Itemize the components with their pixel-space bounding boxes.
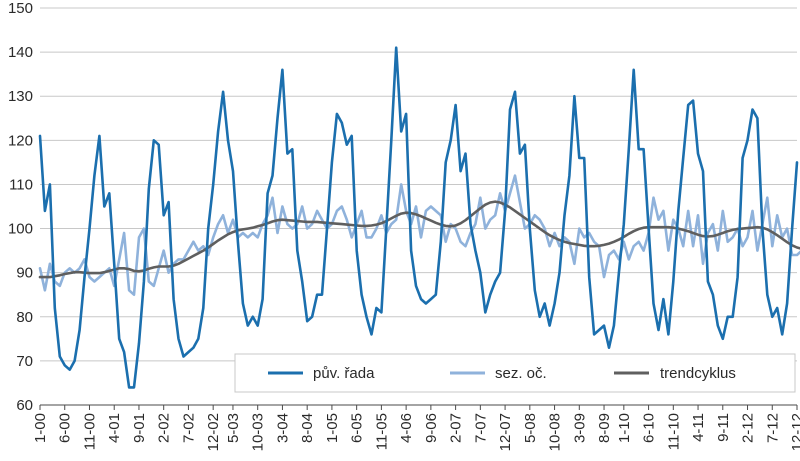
series-line-0 <box>38 46 799 389</box>
legend-box <box>234 353 796 393</box>
x-tick-label: 10-03 <box>250 413 267 451</box>
legend-label-puv-rada: pův. řada <box>313 365 375 382</box>
y-tick-label: 90 <box>16 265 33 282</box>
y-tick-label: 80 <box>16 309 33 326</box>
x-tick-label: 12-07 <box>497 413 514 451</box>
x-tick-label: 10-08 <box>547 413 564 451</box>
x-tick-label: 9-06 <box>423 413 440 443</box>
y-tick-label: 120 <box>8 132 33 149</box>
x-tick-label: 1-00 <box>32 413 49 443</box>
x-tick-label: 11-10 <box>665 413 682 450</box>
y-tick-label: 70 <box>16 353 33 370</box>
x-tick-label: 7-07 <box>472 413 489 443</box>
x-tick-label: 6-05 <box>349 413 366 443</box>
x-tick-label: 4-06 <box>398 413 415 443</box>
x-tick-label: 6-00 <box>57 413 74 443</box>
y-axis: 60 70 80 90 100 110 120 130 140 150 <box>8 0 33 414</box>
y-tick-label: 60 <box>16 397 33 414</box>
legend-label-sez-oc: sez. oč. <box>495 365 547 382</box>
y-tick-label: 100 <box>8 221 33 238</box>
x-tick-label: 1-05 <box>324 413 341 443</box>
legend: pův. řada sez. oč. trendcyklus <box>234 353 796 393</box>
x-tick-label: 9-11 <box>715 413 732 442</box>
y-tick-label: 140 <box>8 44 33 61</box>
y-tick-label: 110 <box>9 176 33 193</box>
x-tick-label: 3-09 <box>571 413 588 443</box>
series-group <box>38 46 800 389</box>
x-tick-label: 4-01 <box>106 413 123 443</box>
series-line-2 <box>38 200 800 279</box>
legend-label-trendcyklus: trendcyklus <box>660 365 736 382</box>
x-tick-label: 4-11 <box>690 413 707 442</box>
x-tick-label: 11-00 <box>81 413 98 450</box>
x-tick-label: 1-10 <box>616 413 633 443</box>
x-tick-label: 3-04 <box>274 413 291 443</box>
x-tick-label: 2-12 <box>740 413 757 443</box>
x-tick-label: 7-02 <box>180 413 197 443</box>
x-tick-label: 12-12 <box>789 413 800 451</box>
x-tick-label: 8-09 <box>596 413 613 443</box>
x-tick-label: 7-12 <box>764 413 781 443</box>
x-tick-label: 5-03 <box>225 413 242 443</box>
series-line-1 <box>38 174 800 297</box>
x-axis: 1-00 6-00 11-00 4-01 9-01 2-02 7-02 12-02 5-03 10… <box>32 404 800 451</box>
x-tick-label: 12-02 <box>205 413 222 451</box>
x-tick-label: 11-05 <box>373 413 390 450</box>
x-tick-label: 6-10 <box>641 413 658 443</box>
x-tick-label: 8-04 <box>299 413 316 443</box>
x-tick-label: 5-08 <box>522 413 539 443</box>
x-tick-label: 9-01 <box>131 413 148 443</box>
x-tick-label: 2-07 <box>448 413 465 443</box>
grid-lines <box>40 7 797 406</box>
y-tick-label: 130 <box>8 88 33 105</box>
x-tick-label: 2-02 <box>156 413 173 443</box>
y-tick-label: 150 <box>8 0 33 17</box>
